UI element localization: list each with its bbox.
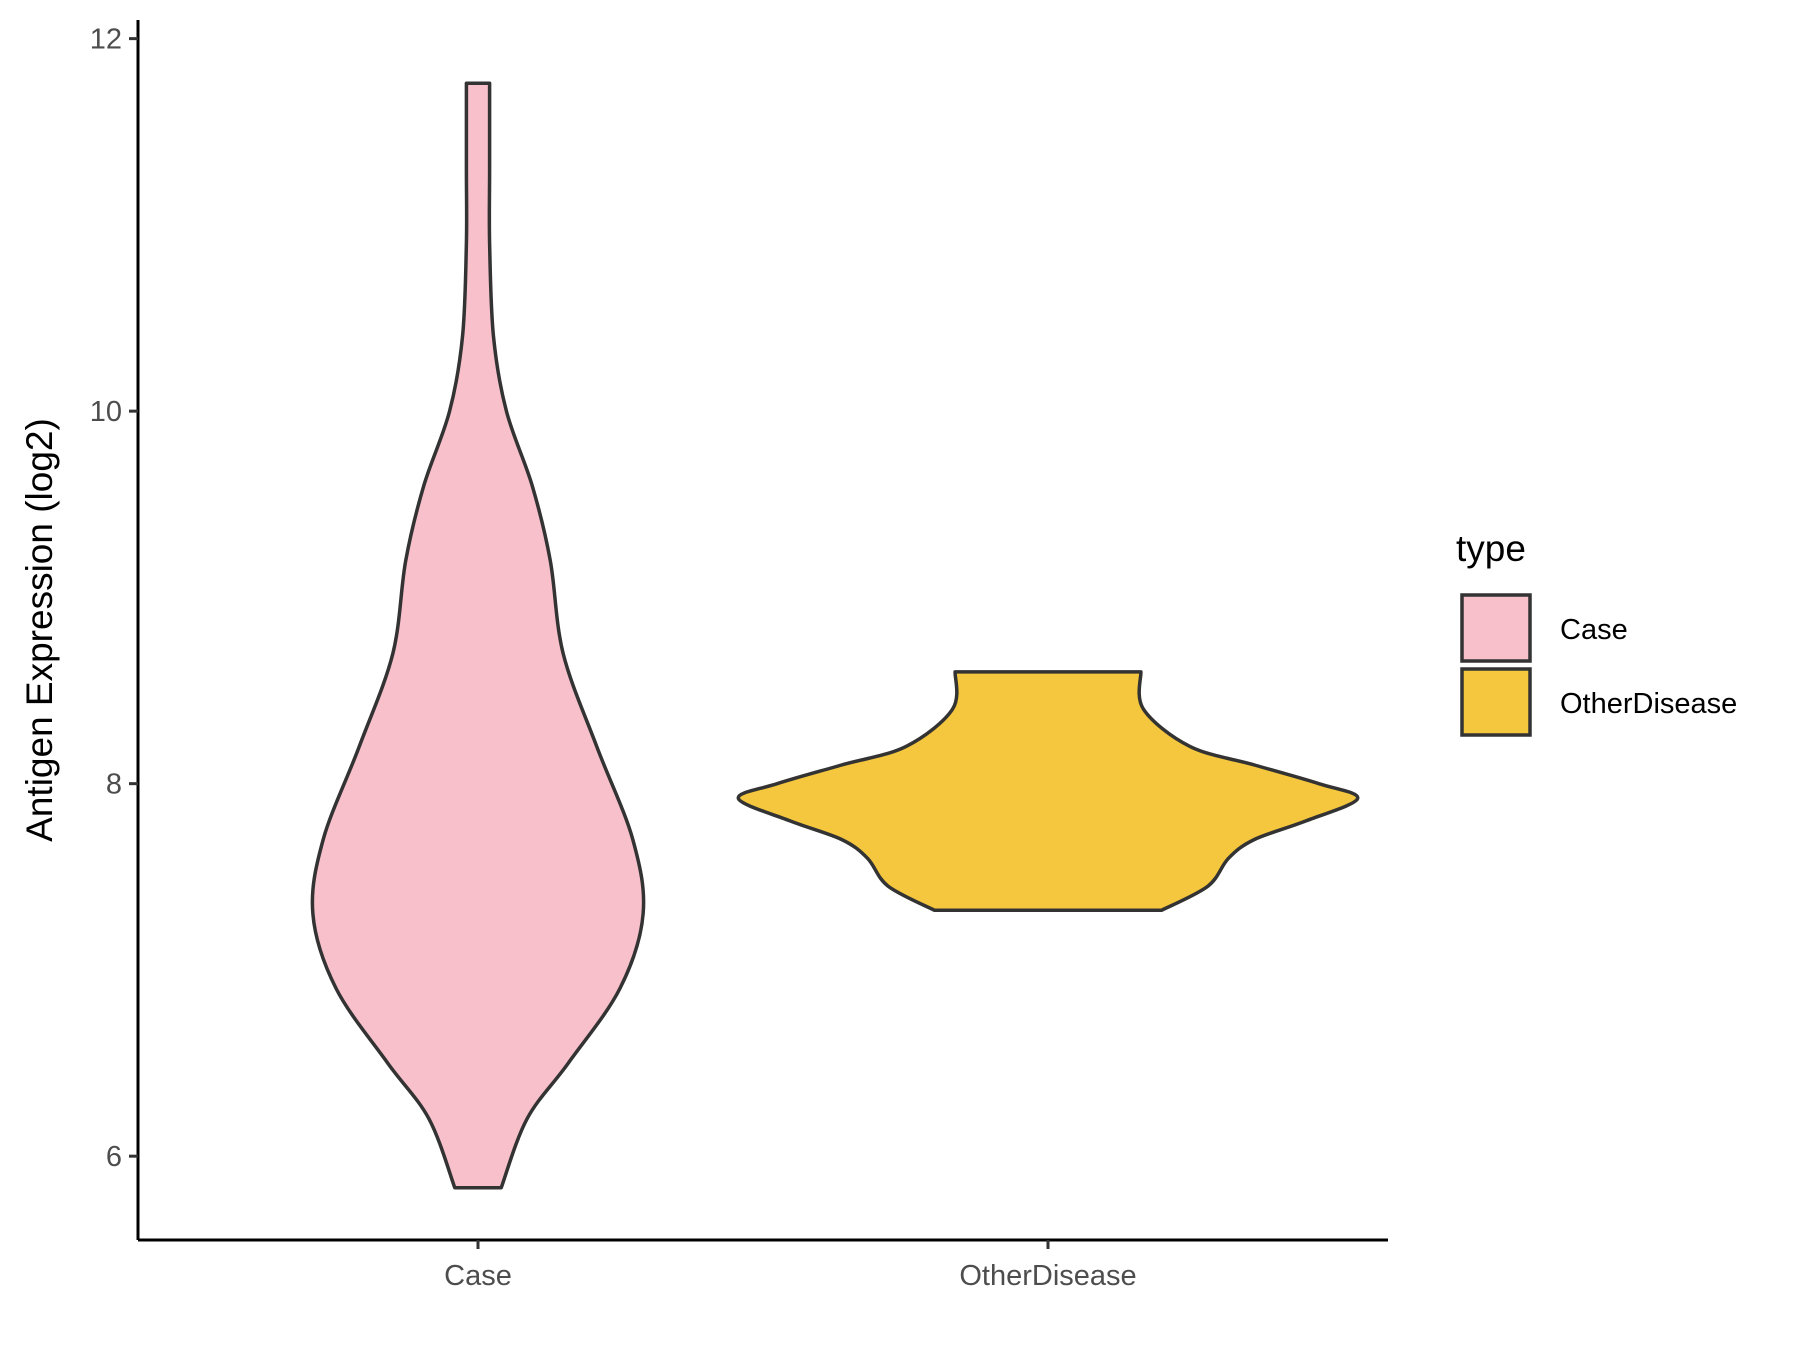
violins-layer	[310, 81, 1360, 1190]
y-axis-title: Antigen Expression (log2)	[19, 418, 60, 842]
legend-label-case: Case	[1560, 614, 1628, 646]
x-tick-label-case: Case	[444, 1260, 512, 1292]
legend: type Case OtherDisease	[1456, 528, 1737, 737]
x-tick-label-otherdisease: OtherDisease	[959, 1260, 1136, 1292]
y-tick-label: 6	[106, 1141, 122, 1173]
legend-key-otherdisease	[1460, 667, 1532, 737]
legend-title: type	[1456, 528, 1526, 569]
legend-label-otherdisease: OtherDisease	[1560, 688, 1737, 720]
y-tick-label: 8	[106, 769, 122, 801]
violin-case	[310, 81, 646, 1190]
legend-key-case	[1460, 593, 1532, 663]
y-axis: 6 8 10 12	[90, 20, 140, 1240]
y-tick-label: 12	[90, 24, 122, 56]
x-axis: Case OtherDisease	[138, 1238, 1388, 1292]
violin-otherdisease	[736, 670, 1360, 913]
y-tick-label: 10	[90, 396, 122, 428]
